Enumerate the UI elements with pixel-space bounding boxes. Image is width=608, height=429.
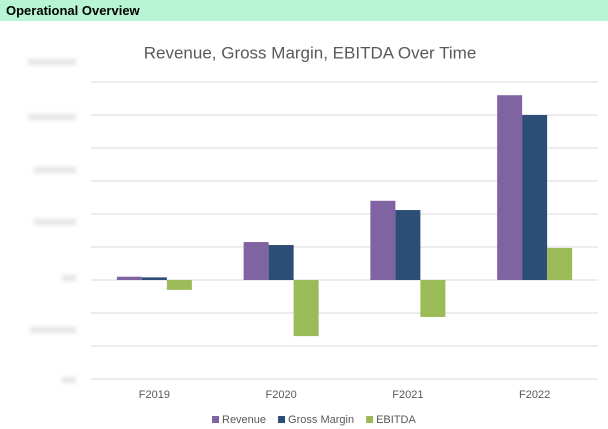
bar <box>166 280 192 290</box>
x-tick-label: F2019 <box>139 389 170 401</box>
bar <box>370 200 396 280</box>
bar <box>141 277 167 280</box>
bar <box>497 95 523 280</box>
bar <box>420 280 446 317</box>
blurred-label <box>34 167 76 173</box>
bar <box>243 242 269 280</box>
x-tick-label: F2021 <box>392 389 423 401</box>
bar <box>116 276 142 280</box>
blurred-axis-labels <box>28 59 76 383</box>
x-tick-label: F2022 <box>519 389 550 401</box>
legend-swatch <box>278 416 286 423</box>
legend-swatch <box>366 416 374 423</box>
blurred-label <box>62 275 76 281</box>
blurred-label <box>34 219 76 225</box>
legend-label: Gross Margin <box>288 414 354 426</box>
bar <box>293 280 319 337</box>
blurred-label <box>28 114 76 120</box>
section-header: Operational Overview <box>0 0 608 21</box>
bar <box>522 115 548 280</box>
bar <box>395 210 421 280</box>
x-tick-label: F2020 <box>266 389 297 401</box>
chart-title: Revenue, Gross Margin, EBITDA Over Time <box>144 43 477 62</box>
blurred-label <box>62 377 76 383</box>
blurred-label <box>28 59 76 65</box>
legend-label: EBITDA <box>376 414 416 426</box>
blurred-label <box>30 327 76 333</box>
legend-swatch <box>212 416 219 423</box>
legend-label: Revenue <box>222 414 266 426</box>
bar <box>547 247 573 280</box>
bar <box>268 245 294 280</box>
